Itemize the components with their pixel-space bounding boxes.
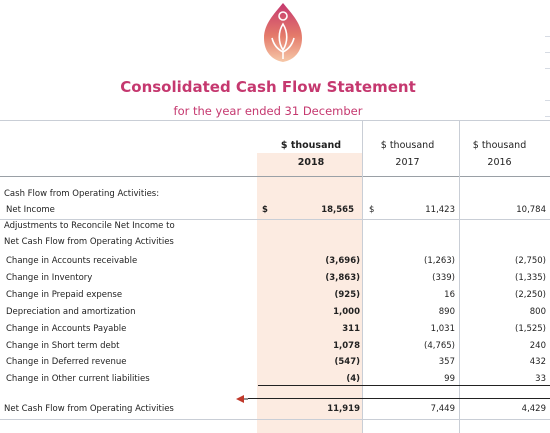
row-label: Change in Prepaid expense bbox=[6, 289, 123, 300]
table-row: Change in Accounts Payable 311 1,031 (1,525… bbox=[0, 322, 550, 338]
row-label: Change in Inventory bbox=[6, 272, 93, 283]
row-divider bbox=[0, 219, 550, 220]
grid-line bbox=[545, 116, 550, 117]
value-2018: 1,078 bbox=[333, 340, 360, 351]
arrow-left-icon bbox=[236, 395, 248, 403]
value-2016: (2,250) bbox=[515, 289, 546, 300]
value-2016: (1,335) bbox=[515, 272, 546, 283]
table-row: Change in Inventory (3,863) (339) (1,335) bbox=[0, 271, 550, 287]
value-2017: 357 bbox=[438, 357, 455, 368]
value-2018: (3,863) bbox=[325, 272, 360, 283]
value-2017: 99 bbox=[444, 374, 455, 385]
row-label: Change in Other current liabilities bbox=[6, 374, 150, 385]
value-2017: (339) bbox=[432, 272, 455, 283]
page-subtitle: for the year ended 31 December bbox=[173, 104, 363, 118]
section-subheading: Adjustments to Reconcile Net Income to bbox=[0, 219, 550, 235]
row-label: Change in Accounts receivable bbox=[6, 256, 138, 266]
value-2016: 800 bbox=[529, 306, 546, 317]
value-2018: 18,565 bbox=[321, 205, 354, 215]
total-top-rule bbox=[248, 398, 550, 399]
subtotal-rule bbox=[258, 385, 550, 386]
column-divider bbox=[362, 121, 363, 433]
title-divider bbox=[0, 120, 550, 121]
table-row: Change in Short term debt 1,078 (4,765) 240 bbox=[0, 339, 550, 355]
grid-line bbox=[545, 36, 550, 37]
table-row-net-income: Net Income $ 18,565 $ 11,423 10,784 bbox=[0, 203, 550, 219]
value-2018: 1,000 bbox=[333, 306, 360, 317]
section-heading-label: Cash Flow from Operating Activities: bbox=[4, 189, 160, 199]
page-title: Consolidated Cash Flow Statement bbox=[120, 78, 416, 96]
row-label: Net Cash Flow from Operating Activities bbox=[4, 404, 174, 414]
row-label: Net Income bbox=[6, 205, 55, 215]
table-row: Change in Other current liabilities (4) 99… bbox=[0, 372, 550, 388]
row-label: Change in Short term debt bbox=[6, 340, 120, 351]
value-2018: (4) bbox=[346, 374, 360, 385]
table-row: Depreciation and amortization 1,000 890 800 bbox=[0, 305, 550, 321]
value-2017: 11,423 bbox=[425, 205, 455, 215]
row-divider bbox=[0, 419, 550, 420]
lotus-flame-logo-icon bbox=[264, 3, 302, 62]
column-unit-2016: $ thousand bbox=[472, 140, 527, 151]
value-2016: (1,525) bbox=[515, 323, 546, 334]
currency-symbol-2018: $ bbox=[262, 205, 268, 215]
value-2018: (925) bbox=[334, 289, 360, 300]
section-subheading-label: Net Cash Flow from Operating Activities bbox=[4, 237, 174, 247]
value-2017: 1,031 bbox=[430, 323, 455, 334]
value-2017: 7,449 bbox=[430, 404, 455, 414]
highlight-column-2018 bbox=[257, 153, 362, 433]
value-2016: 33 bbox=[535, 374, 546, 385]
value-2017: 890 bbox=[438, 306, 455, 317]
value-2016: (2,750) bbox=[515, 256, 546, 266]
header-underline bbox=[0, 176, 550, 177]
column-year-2016: 2016 bbox=[487, 157, 512, 168]
grid-line bbox=[545, 100, 550, 101]
value-2018: (3,696) bbox=[325, 256, 360, 266]
grid-line bbox=[545, 68, 550, 69]
table-row: Change in Deferred revenue (547) 357 432 bbox=[0, 355, 550, 371]
value-2017: (4,765) bbox=[424, 340, 455, 351]
section-heading: Cash Flow from Operating Activities: bbox=[0, 187, 550, 203]
section-subheading-label: Adjustments to Reconcile Net Income to bbox=[4, 221, 175, 231]
section-subheading: Net Cash Flow from Operating Activities bbox=[0, 235, 550, 251]
table-row: Change in Prepaid expense (925) 16 (2,250) bbox=[0, 288, 550, 304]
value-2017: (1,263) bbox=[424, 256, 455, 266]
value-2018: 311 bbox=[342, 323, 360, 334]
column-unit-2017: $ thousand bbox=[380, 140, 435, 151]
row-label: Depreciation and amortization bbox=[6, 306, 136, 317]
row-label: Change in Accounts Payable bbox=[6, 323, 127, 334]
value-2018: (547) bbox=[334, 357, 360, 368]
table-row-total: Net Cash Flow from Operating Activities … bbox=[0, 402, 550, 418]
table-row: Change in Accounts receivable (3,696) (1,2… bbox=[0, 254, 550, 270]
value-2017: 16 bbox=[444, 289, 455, 300]
value-2016: 10,784 bbox=[516, 205, 546, 215]
column-unit-2018: $ thousand bbox=[280, 140, 342, 151]
currency-symbol-2017: $ bbox=[369, 205, 375, 215]
value-2016: 4,429 bbox=[521, 404, 546, 414]
grid-line bbox=[545, 52, 550, 53]
column-divider bbox=[459, 121, 460, 433]
column-year-2018: 2018 bbox=[297, 157, 325, 168]
value-2016: 432 bbox=[529, 357, 546, 368]
column-year-2017: 2017 bbox=[395, 157, 420, 168]
value-2018: 11,919 bbox=[327, 404, 360, 414]
value-2016: 240 bbox=[529, 340, 546, 351]
row-label: Change in Deferred revenue bbox=[6, 357, 127, 368]
